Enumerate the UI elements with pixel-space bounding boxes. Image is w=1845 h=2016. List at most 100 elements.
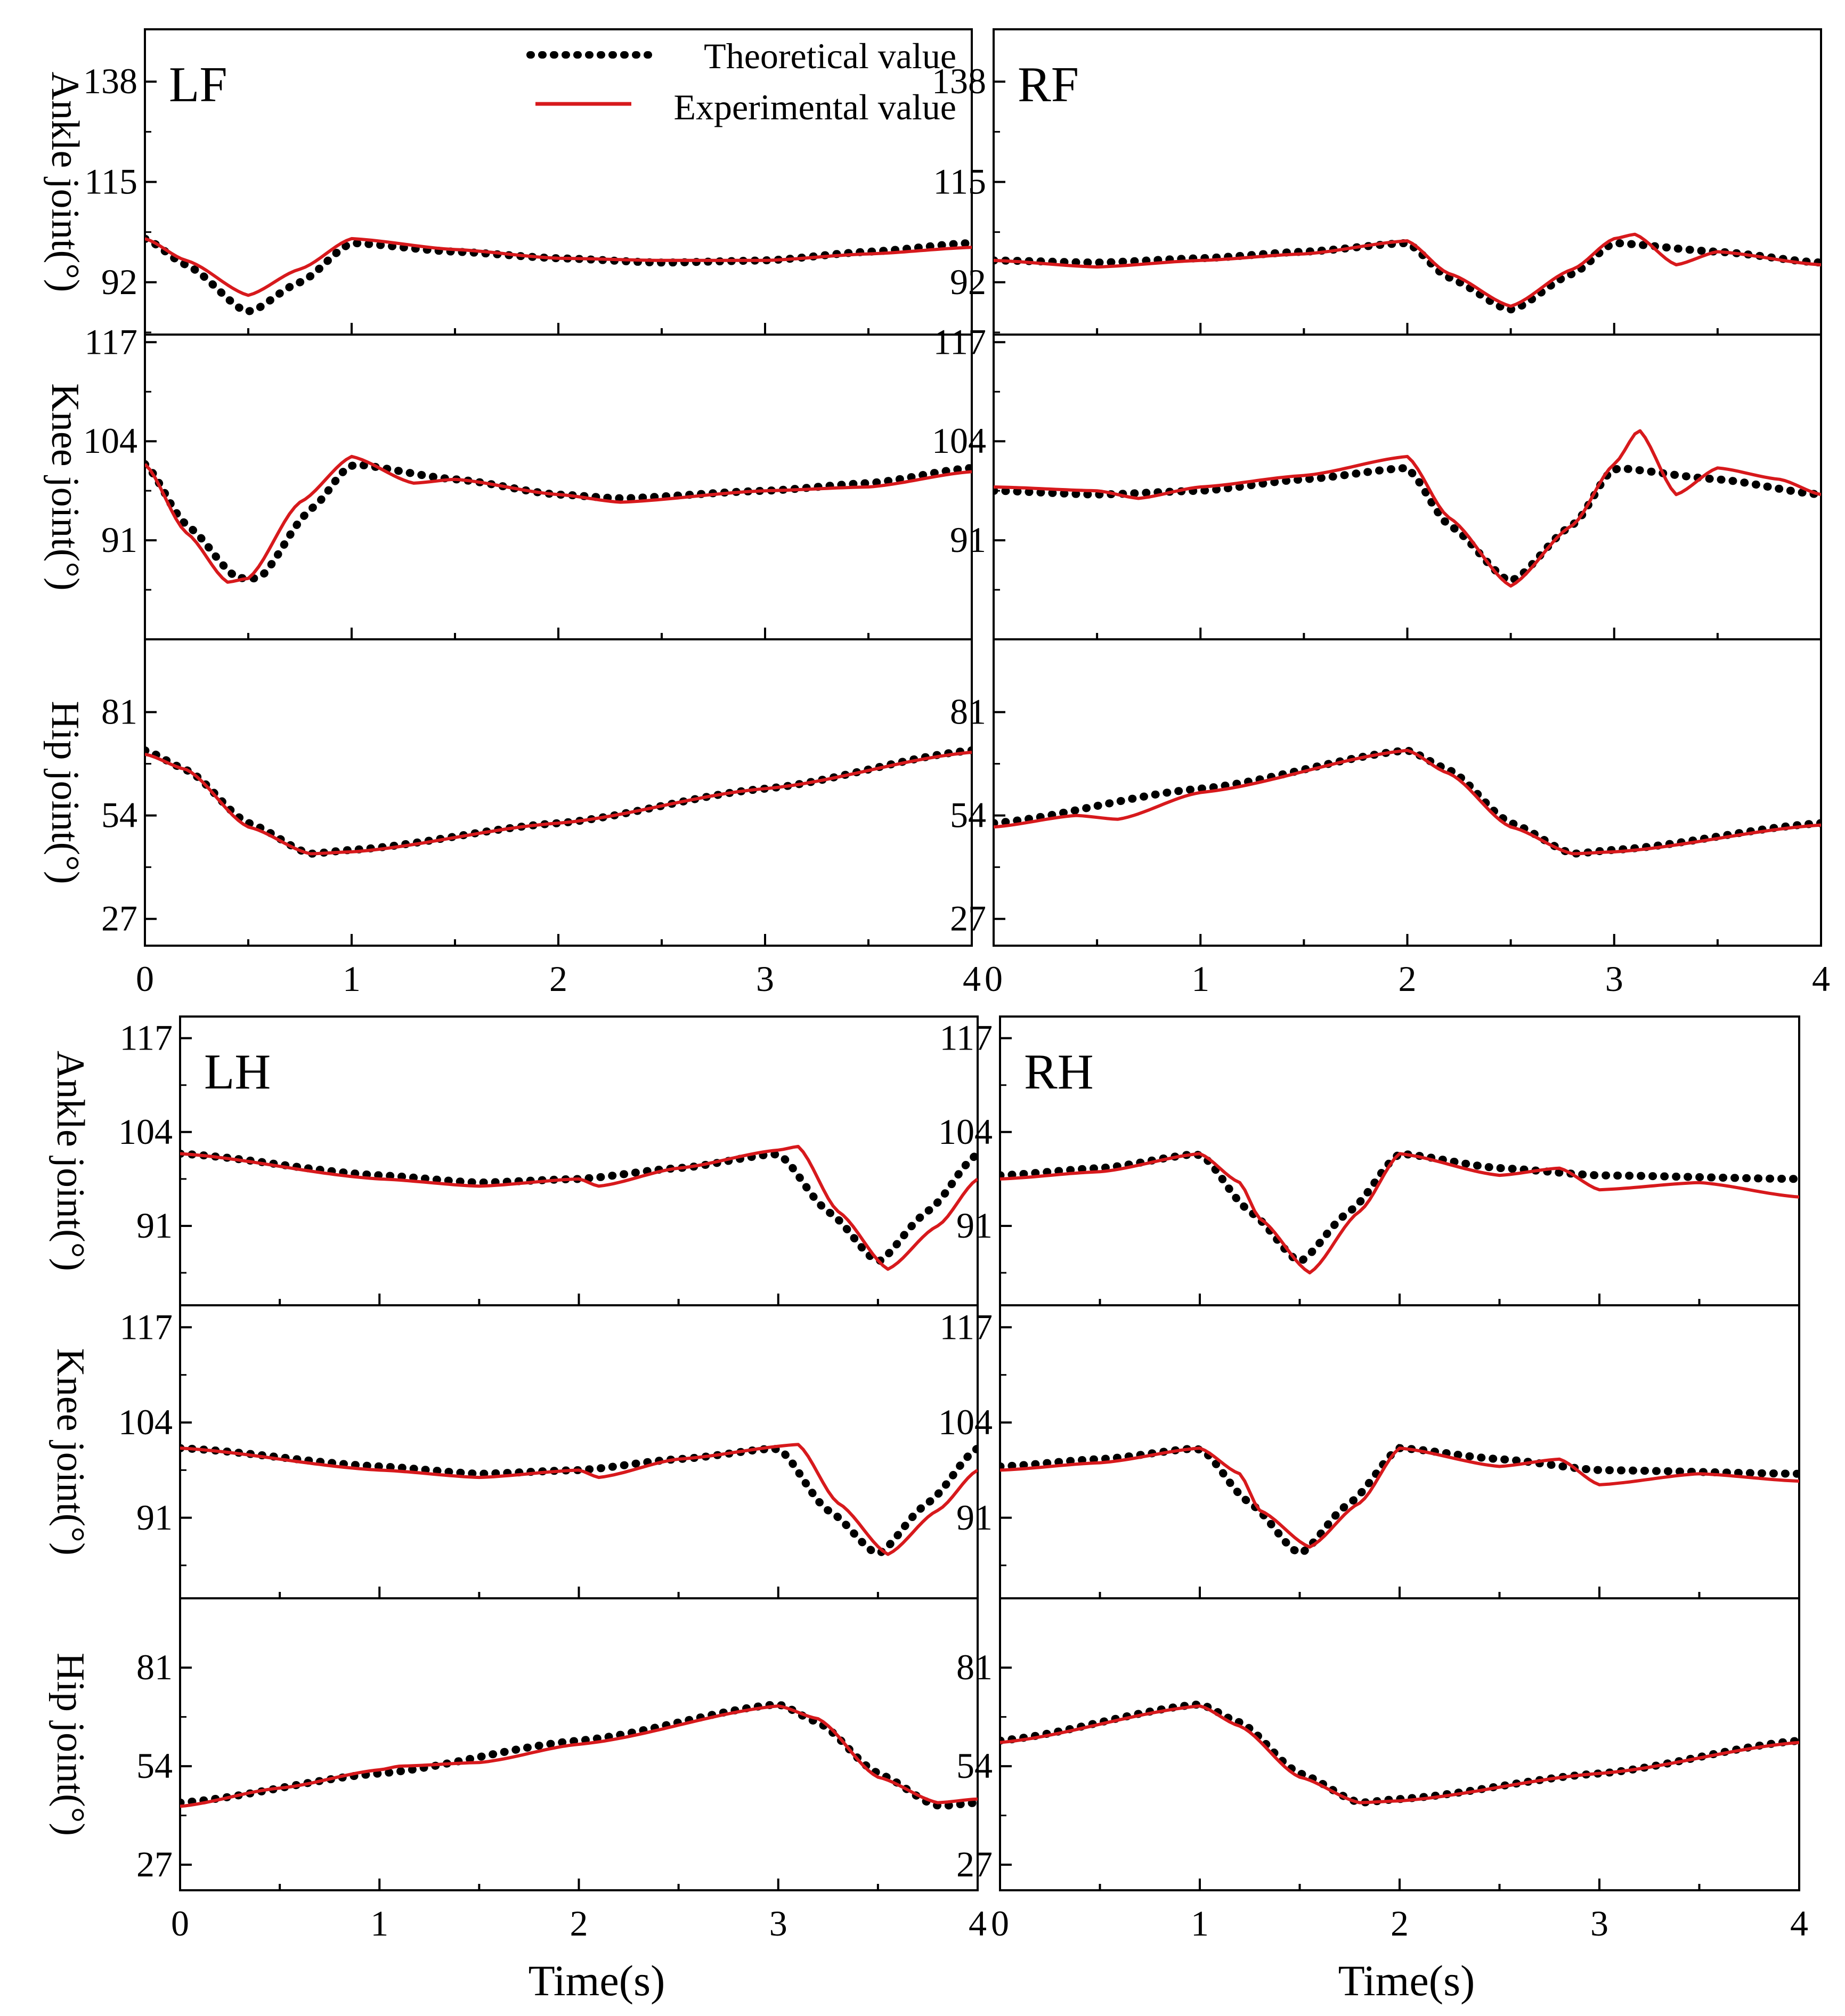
x-tick-label: 0	[991, 1903, 1009, 1944]
y-tick-label: 27	[956, 1844, 993, 1884]
y-axis-label: Hip joint(°)	[43, 701, 87, 884]
series-theoretical-line	[145, 460, 972, 583]
y-tick-label: 138	[932, 61, 986, 101]
y-tick-label: 104	[118, 1402, 173, 1442]
y-tick-label: 104	[83, 420, 137, 461]
series-theoretical-line	[145, 234, 972, 316]
panel-rh-ankle: 91 104 117 RH	[938, 1015, 1800, 1306]
panel-lf-knee: 91 104 117 Knee joint(°)	[43, 321, 973, 640]
x-tick-label: 4	[1790, 1903, 1808, 1944]
x-axis-label-left: Time(s)	[529, 1956, 665, 2005]
y-axis-label: Knee joint(°)	[43, 383, 87, 590]
x-tick-label: 1	[1191, 1903, 1209, 1944]
y-tick-label: 117	[120, 1018, 173, 1058]
panel-rh-hip: 27 54 81 0 1 2 3 4	[956, 1597, 1808, 1944]
series-experimental-line	[180, 1443, 978, 1556]
y-tick-label: 104	[938, 1402, 993, 1442]
y-tick-label: 117	[940, 1306, 993, 1347]
y-tick-label: 117	[940, 1018, 993, 1058]
x-tick-label: 1	[370, 1903, 388, 1944]
y-tick-label: 104	[932, 420, 986, 461]
y-tick-label: 117	[120, 1306, 173, 1347]
y-tick-label: 81	[101, 692, 137, 732]
y-tick-label: 104	[118, 1111, 173, 1152]
y-tick-label: 27	[101, 898, 137, 939]
x-tick-label: 4	[963, 958, 981, 999]
y-tick-label: 54	[950, 795, 986, 835]
panel-lh-ankle: 91 104 117 Ankle joint(°) LH	[48, 1015, 979, 1306]
panel-rf-hip: 27 54 81 0 1 2 3 4	[950, 638, 1830, 999]
x-tick-label: 0	[985, 958, 1003, 999]
x-tick-label: 2	[549, 958, 567, 999]
series-experimental-line	[180, 1704, 978, 1808]
y-tick-label: 138	[83, 61, 137, 101]
x-tick-label: 0	[136, 958, 154, 999]
y-tick-label: 91	[136, 1205, 173, 1246]
legend: Theoretical value Experimental value	[526, 36, 956, 127]
panel-label: RH	[1024, 1044, 1094, 1100]
y-tick-label: 92	[101, 262, 137, 302]
series-theoretical-line	[180, 1444, 978, 1558]
x-axis-label-right: Time(s)	[1338, 1956, 1475, 2005]
plot-frame	[993, 334, 1822, 640]
y-tick-label: 27	[950, 898, 986, 939]
panel-lh-hip: 27 54 81 0 1 2 3 4 Hip joint(°)	[48, 1597, 987, 1944]
y-tick-label: 91	[101, 519, 137, 560]
plot-frame	[999, 1015, 1800, 1306]
series-theoretical-line	[994, 239, 1821, 314]
legend-theoretical-label: Theoretical value	[704, 36, 956, 76]
series-experimental-line	[994, 232, 1821, 308]
y-tick-label: 81	[950, 692, 986, 732]
x-tick-label: 3	[1605, 958, 1623, 999]
y-tick-label: 54	[136, 1745, 173, 1786]
series-theoretical-line	[994, 746, 1821, 858]
y-tick-label: 115	[933, 161, 986, 202]
y-axis-label: Ankle joint(°)	[48, 1051, 92, 1271]
legend-experimental-label: Experimental value	[673, 87, 956, 127]
x-tick-label: 2	[570, 1903, 588, 1944]
series-experimental-line	[1000, 1152, 1799, 1274]
series-experimental-line	[145, 751, 972, 856]
y-tick-label: 91	[956, 1497, 993, 1538]
series-experimental-line	[145, 237, 972, 297]
y-tick-label: 91	[136, 1497, 173, 1538]
y-tick-label: 27	[136, 1844, 173, 1884]
x-tick-label: 2	[1391, 1903, 1409, 1944]
plot-frame	[179, 1304, 979, 1599]
x-tick-label: 3	[769, 1903, 787, 1944]
y-axis-label: Knee joint(°)	[48, 1348, 92, 1555]
plot-frame	[179, 1015, 979, 1306]
plot-frame	[993, 28, 1822, 336]
plot-frame	[999, 1597, 1800, 1891]
panel-label: RF	[1018, 57, 1079, 112]
x-tick-label: 4	[969, 1903, 987, 1944]
series-experimental-line	[1000, 1704, 1799, 1804]
x-tick-label: 1	[1191, 958, 1209, 999]
series-experimental-line	[994, 749, 1821, 856]
panel-lh-knee: 91 104 117 Knee joint(°)	[48, 1304, 979, 1599]
panel-rf-ankle: 92 115 138 RF	[932, 28, 1822, 336]
x-tick-label: 3	[1590, 1903, 1608, 1944]
series-experimental-line	[1000, 1446, 1799, 1549]
plot-frame	[144, 638, 973, 947]
y-tick-label: 117	[85, 321, 137, 362]
series-experimental-line	[180, 1144, 978, 1271]
x-tick-label: 2	[1399, 958, 1417, 999]
panel-lf-hip: 27 54 81 0 1 2 3 4 Hip joint(°)	[43, 638, 981, 999]
series-theoretical-line	[180, 1700, 978, 1810]
x-tick-label: 3	[756, 958, 774, 999]
series-theoretical-line	[1000, 1444, 1799, 1558]
series-experimental-line	[145, 454, 972, 584]
y-tick-label: 81	[956, 1647, 993, 1687]
y-tick-label: 117	[933, 321, 986, 362]
panel-label: LF	[169, 57, 227, 112]
y-tick-label: 91	[950, 519, 986, 560]
plot-frame	[993, 638, 1822, 947]
x-tick-label: 4	[1812, 958, 1830, 999]
y-tick-label: 54	[101, 795, 137, 835]
x-tick-label: 1	[343, 958, 361, 999]
y-tick-label: 54	[956, 1745, 993, 1786]
